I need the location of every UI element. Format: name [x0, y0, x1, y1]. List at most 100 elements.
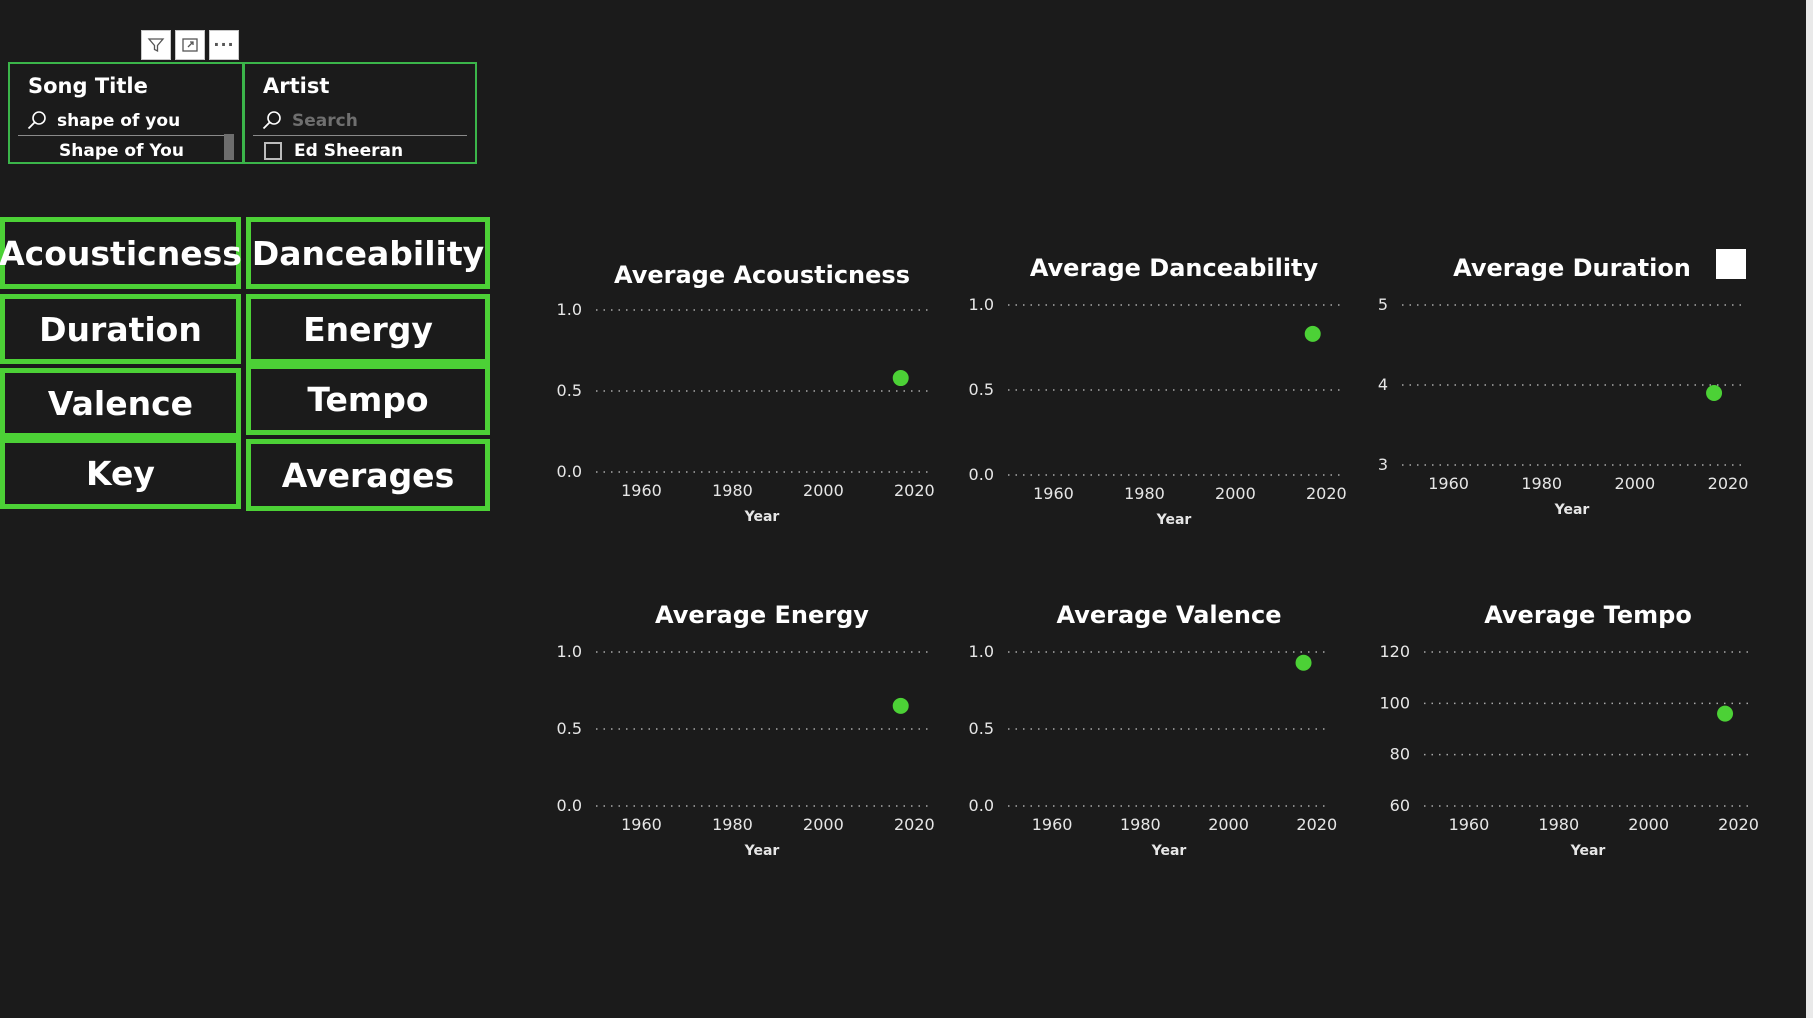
y-tick-label: 0.5 [969, 380, 994, 399]
y-tick-label: 0.0 [969, 796, 994, 815]
more-options-icon: ··· [213, 35, 235, 54]
y-tick-label: 0.5 [969, 719, 994, 738]
x-axis-title: Year [744, 843, 780, 859]
x-tick-label: 1980 [1120, 815, 1161, 834]
artist-search-input[interactable]: Search [253, 106, 467, 136]
nav-button-label: Tempo [307, 380, 429, 419]
chart-title: Average Duration [1453, 254, 1691, 282]
x-tick-label: 2000 [803, 481, 844, 500]
x-tick-label: 1980 [1124, 484, 1165, 503]
data-point[interactable] [1717, 705, 1734, 722]
search-icon [27, 110, 46, 129]
song-title-slicer: Song Title shape of you Shape of You [8, 62, 244, 164]
artist-item-label: Ed Sheeran [294, 141, 404, 161]
y-tick-label: 0.5 [557, 719, 582, 738]
y-tick-label: 0.0 [969, 465, 994, 484]
chart-average-acousticness[interactable]: Average Acousticness 0.0 0.5 1.0 1960 1980 200… [548, 250, 938, 540]
chart-title: Average Energy [655, 601, 869, 629]
filter-icon [147, 38, 165, 53]
chart-average-energy[interactable]: Average Energy 0.0 0.5 1.0 1960 1980 2000 2020 Y… [548, 590, 938, 880]
danceability-button[interactable]: Danceability [246, 217, 490, 289]
x-tick-label: 2000 [803, 815, 844, 834]
chart-title: Average Valence [1056, 601, 1281, 629]
artist-checkbox[interactable] [264, 142, 282, 160]
y-tick-label: 4 [1378, 375, 1388, 394]
x-tick-label: 1960 [1032, 815, 1073, 834]
nav-button-label: Key [86, 454, 155, 493]
more-options-button[interactable]: ··· [209, 30, 239, 60]
nav-button-label: Valence [47, 383, 194, 423]
x-tick-label: 2000 [1628, 815, 1669, 834]
x-tick-label: 1980 [1521, 474, 1562, 493]
y-tick-label: 120 [1379, 642, 1410, 661]
selection-square[interactable] [1716, 249, 1746, 279]
window-edge [1806, 0, 1813, 1018]
tempo-button[interactable]: Tempo [246, 364, 490, 435]
data-point[interactable] [1295, 654, 1312, 671]
data-point[interactable] [892, 697, 909, 714]
filter-button[interactable] [141, 30, 171, 60]
nav-button-label: Danceability [251, 233, 485, 273]
search-icon [262, 110, 281, 129]
chart-svg: Average Energy 0.0 0.5 1.0 1960 1980 2000 2020 Y… [557, 601, 935, 859]
chart-title: Average Danceability [1030, 254, 1319, 282]
y-tick-label: 80 [1390, 745, 1410, 764]
song-search-input[interactable]: shape of you [18, 106, 234, 136]
data-point[interactable] [1706, 385, 1723, 401]
acousticness-button[interactable]: Acousticness [0, 217, 242, 289]
x-tick-label: 2020 [1306, 484, 1347, 503]
x-tick-label: 2000 [1208, 815, 1249, 834]
chart-average-danceability[interactable]: Average Danceability 0.0 0.5 1.0 1960 1980 200… [960, 243, 1350, 533]
song-search-value: shape of you [57, 110, 181, 131]
artist-search-placeholder: Search [292, 110, 358, 131]
y-tick-label: 3 [1378, 455, 1388, 474]
artist-slicer: Artist Search Ed Sheeran [243, 62, 477, 164]
slicer-scrollbar[interactable] [224, 134, 234, 160]
duration-button[interactable]: Duration [0, 294, 241, 364]
averages-button[interactable]: Averages [246, 439, 490, 511]
nav-button-label: Acousticness [0, 233, 242, 273]
x-axis-title: Year [1570, 843, 1606, 859]
slicer-title: Artist [263, 74, 330, 98]
focus-mode-icon [182, 38, 198, 52]
x-axis-title: Year [1554, 502, 1590, 518]
chart-svg: Average Duration 3 4 5 1960 1980 2000 2020 Year [1378, 254, 1749, 518]
x-tick-label: 2020 [1296, 815, 1337, 834]
x-tick-label: 2000 [1615, 474, 1656, 493]
energy-button[interactable]: Energy [246, 294, 490, 364]
chart-svg: Average Valence 0.0 0.5 1.0 1960 1980 2000 2020… [969, 601, 1338, 859]
data-point[interactable] [1304, 325, 1321, 342]
x-tick-label: 1960 [1428, 474, 1469, 493]
song-list-item[interactable]: Shape of You [18, 138, 234, 164]
chart-average-tempo[interactable]: Average Tempo 60 80 100 120 1960 1980 2000 2020 Y… [1362, 590, 1758, 880]
nav-button-label: Duration [39, 309, 202, 349]
data-point[interactable] [892, 370, 909, 387]
chart-title: Average Acousticness [614, 261, 910, 289]
y-tick-label: 0.5 [557, 381, 582, 400]
x-tick-label: 2020 [1718, 815, 1759, 834]
x-axis-title: Year [1151, 843, 1187, 859]
chart-average-duration[interactable]: Average Duration 3 4 5 1960 1980 2000 2020 Year [1362, 243, 1752, 533]
y-tick-label: 100 [1379, 693, 1410, 712]
x-tick-label: 1960 [621, 815, 662, 834]
chart-svg: Average Acousticness 0.0 0.5 1.0 1960 1980 200… [557, 261, 935, 525]
slicer-title: Song Title [28, 74, 148, 98]
nav-button-label: Energy [303, 309, 433, 349]
x-tick-label: 2000 [1215, 484, 1256, 503]
key-button[interactable]: Key [0, 438, 241, 509]
focus-mode-button[interactable] [175, 30, 205, 60]
x-tick-label: 1960 [621, 481, 662, 500]
chart-average-valence[interactable]: Average Valence 0.0 0.5 1.0 1960 1980 2000 2020… [960, 590, 1350, 880]
x-tick-label: 1980 [712, 815, 753, 834]
chart-title: Average Tempo [1484, 601, 1692, 629]
x-tick-label: 1960 [1033, 484, 1074, 503]
nav-button-label: Averages [281, 455, 455, 495]
x-tick-label: 1980 [1538, 815, 1579, 834]
song-item-label: Shape of You [59, 141, 184, 161]
artist-list-item[interactable]: Ed Sheeran [253, 138, 467, 164]
valence-button[interactable]: Valence [0, 368, 241, 438]
visual-header-toolbar: ··· [141, 30, 239, 60]
chart-svg: Average Danceability 0.0 0.5 1.0 1960 1980 200… [969, 254, 1347, 528]
x-axis-title: Year [744, 509, 780, 525]
